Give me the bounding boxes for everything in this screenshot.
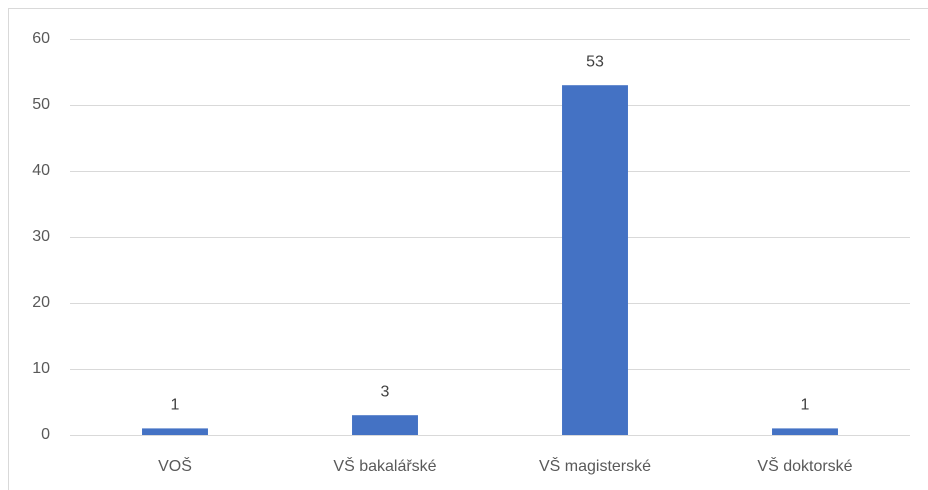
bar — [772, 428, 838, 435]
x-tick-label: VOŠ — [158, 456, 192, 475]
x-tick-label: VŠ magisterské — [539, 456, 651, 475]
y-tick-label: 60 — [32, 30, 50, 47]
y-tick-label: 50 — [32, 96, 50, 113]
bar — [352, 415, 418, 435]
chart-border — [8, 8, 928, 490]
y-tick-label: 0 — [41, 426, 50, 443]
y-tick-label: 30 — [32, 228, 50, 245]
y-tick-label: 10 — [32, 360, 50, 377]
data-label: 1 — [801, 397, 810, 414]
data-label: 3 — [381, 383, 390, 400]
data-label: 1 — [171, 397, 180, 414]
y-tick-label: 20 — [32, 294, 50, 311]
data-label: 53 — [586, 53, 604, 70]
x-tick-label: VŠ bakalářské — [333, 456, 436, 475]
bar — [562, 85, 628, 435]
bar — [142, 428, 208, 435]
y-tick-label: 40 — [32, 162, 50, 179]
x-tick-label: VŠ doktorské — [757, 456, 852, 475]
